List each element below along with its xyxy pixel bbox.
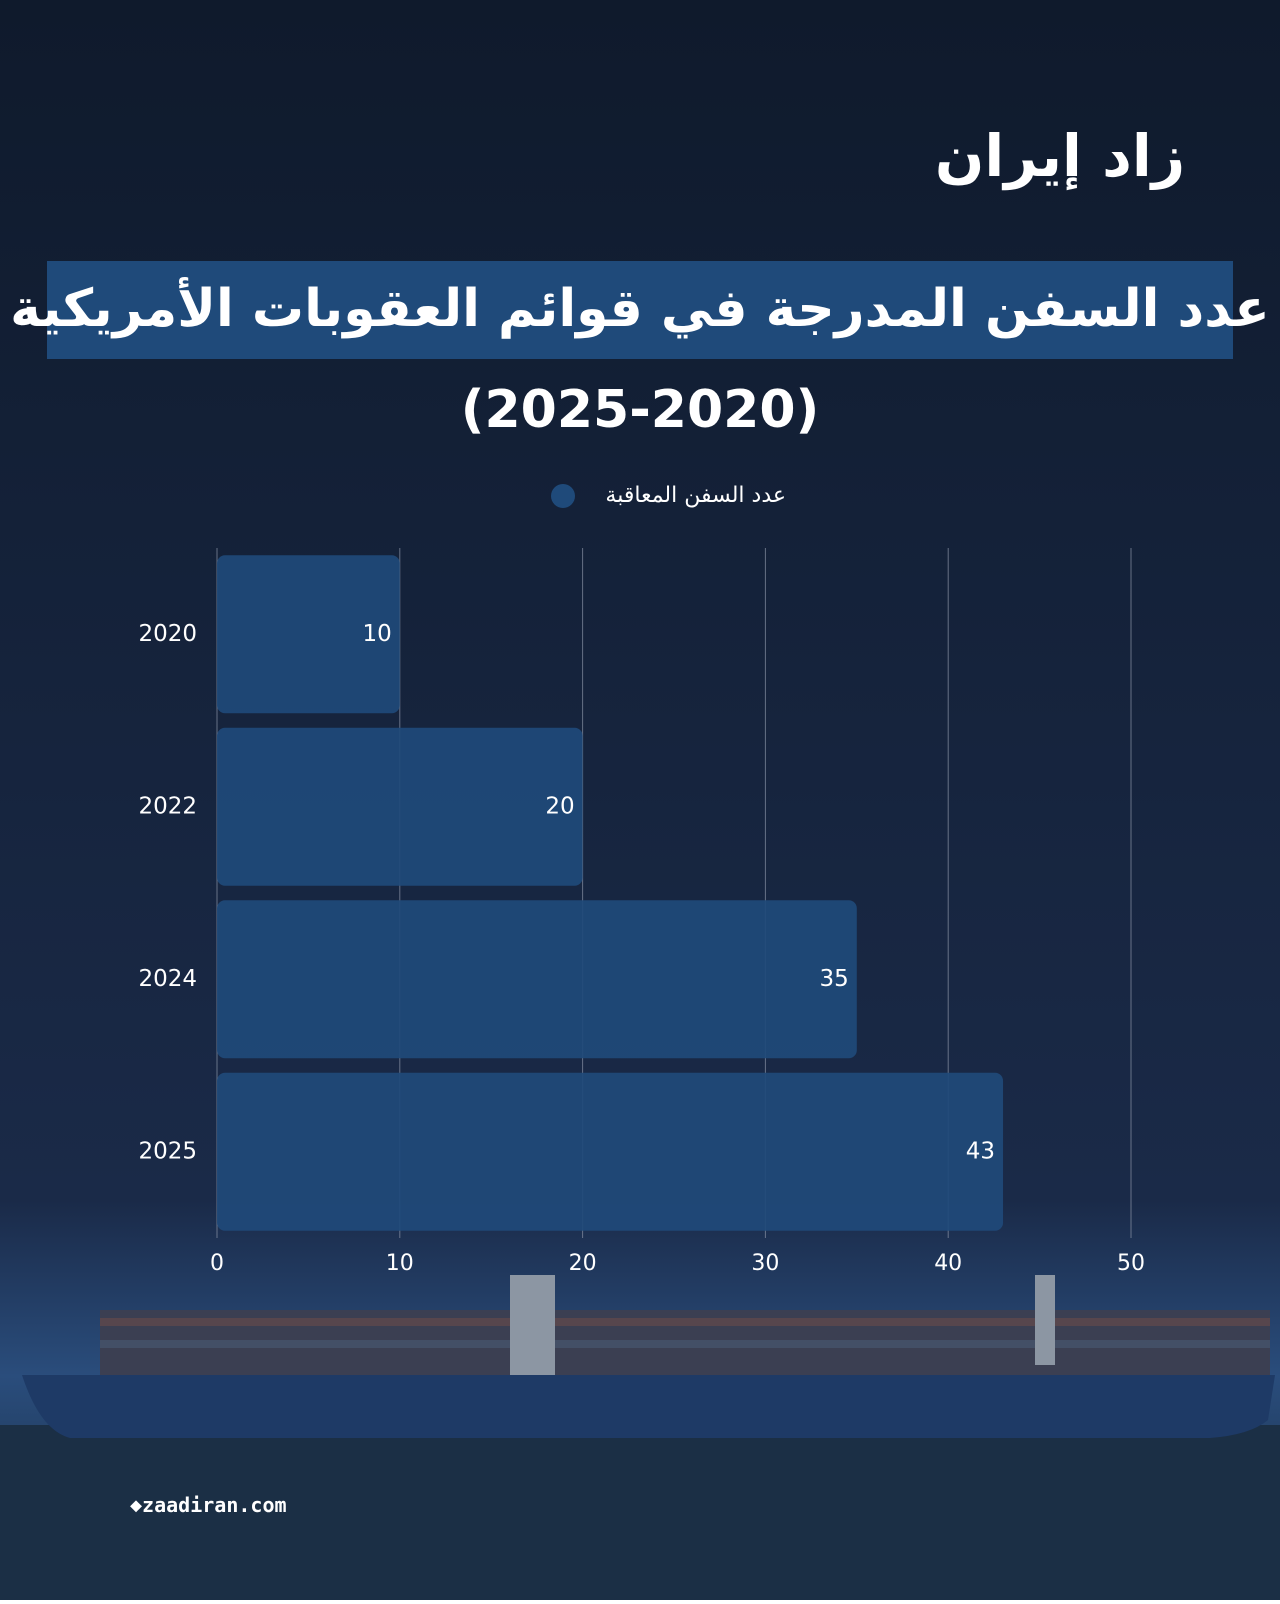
footer-url: ◆zaadiran.com [130, 1493, 287, 1517]
value-label: 43 [966, 1138, 995, 1164]
footer-text: zaadiran.com [142, 1493, 287, 1517]
logo: زاد إيران [935, 122, 1185, 191]
bar [217, 1072, 1004, 1231]
x-tick-label: 20 [569, 1251, 597, 1276]
ship [0, 1275, 1280, 1600]
x-tick-label: 0 [210, 1251, 224, 1276]
chart-subtitle: (2025-2020) [461, 380, 820, 440]
y-tick-label: 2024 [138, 966, 197, 992]
legend-swatch [551, 484, 575, 508]
chart-title: عدد السفن المدرجة في قوائم العقوبات الأم… [10, 276, 1270, 339]
y-tick-label: 2025 [138, 1138, 197, 1164]
value-label: 35 [820, 966, 849, 992]
x-tick-label: 50 [1117, 1251, 1145, 1276]
x-tick-label: 30 [751, 1251, 779, 1276]
bar [217, 727, 583, 886]
title-band [47, 261, 1233, 359]
bar [217, 900, 857, 1059]
y-tick-label: 2022 [138, 793, 197, 819]
value-label: 20 [545, 793, 574, 819]
value-label: 10 [363, 621, 392, 647]
bar [217, 555, 400, 714]
legend-label: عدد السفن المعاقبة [605, 483, 786, 508]
x-tick-label: 10 [386, 1251, 414, 1276]
x-tick-label: 40 [934, 1251, 962, 1276]
y-tick-label: 2020 [138, 621, 197, 647]
